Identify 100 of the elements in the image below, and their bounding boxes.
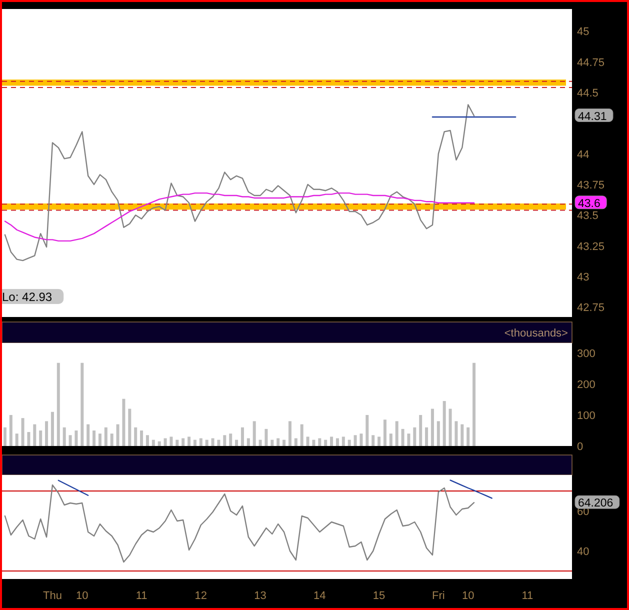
y-tick-label: 40 bbox=[577, 546, 590, 558]
bar bbox=[146, 435, 149, 446]
bar bbox=[288, 421, 292, 446]
bar bbox=[246, 438, 250, 446]
bar bbox=[128, 408, 132, 446]
bar bbox=[9, 414, 12, 446]
bar bbox=[104, 427, 108, 446]
bar bbox=[45, 421, 48, 446]
bar bbox=[460, 424, 464, 446]
annotation: Lo: 42.93 bbox=[2, 290, 52, 304]
bar bbox=[74, 430, 78, 446]
y-tick-label: 44.75 bbox=[577, 56, 605, 69]
bar bbox=[454, 421, 458, 446]
bar bbox=[164, 438, 167, 446]
bar bbox=[282, 440, 286, 446]
bar bbox=[92, 430, 96, 446]
line-series bbox=[4, 484, 475, 563]
bar bbox=[252, 421, 256, 446]
bar bbox=[336, 438, 339, 446]
x-tick-label: 13 bbox=[254, 590, 266, 602]
bar bbox=[300, 424, 304, 446]
x-tick-label: Thu bbox=[42, 590, 62, 602]
bar bbox=[306, 436, 310, 446]
bar bbox=[348, 440, 351, 446]
bar bbox=[401, 428, 404, 446]
bar bbox=[98, 434, 102, 446]
bar bbox=[182, 438, 185, 446]
y-tick-label: 200 bbox=[577, 378, 596, 391]
bar bbox=[419, 414, 422, 446]
bar bbox=[372, 435, 375, 446]
y-tick-label: 43.25 bbox=[577, 240, 605, 253]
bar bbox=[33, 424, 36, 446]
y-tick-label: 42.75 bbox=[577, 302, 605, 314]
bar bbox=[294, 438, 298, 446]
x-tick-label: 11 bbox=[522, 590, 534, 602]
text: 43.6 bbox=[578, 198, 600, 210]
bar bbox=[324, 440, 328, 446]
x-tick-label: 14 bbox=[314, 590, 326, 602]
line-series bbox=[58, 480, 89, 496]
bar bbox=[436, 421, 440, 446]
bar bbox=[21, 418, 24, 446]
y-tick-label: 100 bbox=[577, 410, 596, 422]
bar bbox=[270, 440, 274, 446]
bar bbox=[170, 436, 173, 446]
text: 44.31 bbox=[578, 110, 607, 123]
y-axis-title: <thousands> bbox=[504, 328, 568, 340]
bar bbox=[466, 427, 470, 446]
bar bbox=[152, 440, 155, 446]
line-series bbox=[4, 104, 475, 262]
bar bbox=[360, 434, 363, 446]
bar bbox=[383, 420, 386, 446]
line-series bbox=[4, 192, 475, 242]
bar bbox=[62, 427, 66, 446]
text: 64.206 bbox=[578, 498, 614, 510]
bar bbox=[188, 436, 191, 446]
bar bbox=[442, 401, 446, 446]
bar bbox=[240, 427, 244, 446]
y-tick-label: 43.75 bbox=[577, 179, 605, 192]
bar bbox=[205, 440, 208, 446]
bar bbox=[176, 440, 179, 446]
x-tick-label: 10 bbox=[462, 590, 474, 602]
bar bbox=[80, 362, 84, 446]
bar bbox=[116, 424, 120, 446]
y-tick-label: 0 bbox=[577, 441, 584, 453]
bar bbox=[229, 434, 232, 446]
line-series bbox=[450, 480, 492, 499]
x-tick-label: 10 bbox=[76, 590, 88, 602]
bar bbox=[318, 438, 322, 446]
bar bbox=[223, 435, 226, 446]
x-tick-label: 11 bbox=[136, 590, 148, 602]
bar bbox=[68, 435, 72, 446]
bar bbox=[472, 362, 476, 446]
bar bbox=[425, 427, 428, 446]
bar bbox=[3, 427, 6, 446]
bar bbox=[15, 434, 18, 446]
bar bbox=[366, 414, 369, 446]
bar bbox=[199, 438, 202, 446]
bar bbox=[122, 398, 126, 446]
bar bbox=[211, 438, 214, 446]
bar bbox=[354, 435, 357, 446]
bar bbox=[258, 440, 262, 446]
bar bbox=[264, 428, 268, 446]
y-tick-label: 44 bbox=[577, 148, 590, 161]
bar bbox=[193, 440, 196, 446]
bar bbox=[110, 434, 114, 446]
bar bbox=[378, 436, 381, 446]
bar bbox=[158, 441, 161, 446]
bar bbox=[312, 440, 316, 446]
bar bbox=[448, 408, 452, 446]
y-tick-label: 300 bbox=[577, 348, 596, 360]
bar bbox=[330, 436, 334, 446]
bar bbox=[389, 434, 392, 446]
bar bbox=[413, 427, 416, 446]
x-tick-label: Fri bbox=[432, 590, 445, 602]
x-tick-label: 12 bbox=[194, 590, 208, 602]
x-tick-label: 15 bbox=[372, 590, 386, 602]
bar bbox=[217, 440, 220, 446]
bar bbox=[39, 430, 42, 446]
bar bbox=[140, 430, 144, 446]
bar bbox=[134, 427, 138, 446]
